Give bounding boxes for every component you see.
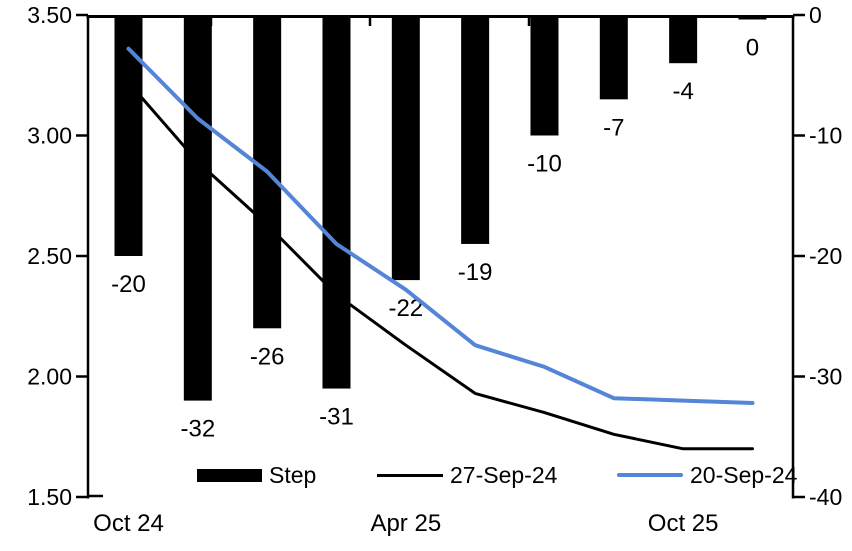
bar-value-label: 0 — [746, 35, 759, 62]
bar-step — [599, 15, 628, 100]
line-series-swatch-black — [377, 473, 443, 477]
left-axis-tick-label: 2.50 — [27, 243, 72, 269]
left-axis-tick-label: 2.00 — [27, 364, 72, 390]
legend-label-20-sep-24: 20-Sep-24 — [690, 461, 798, 488]
bar-value-label: -32 — [180, 416, 215, 443]
left-axis-tick-label: 3.00 — [27, 123, 72, 149]
line-series-swatch-blue — [617, 473, 683, 477]
legend-label-step: Step — [269, 461, 317, 488]
right-axis-tick-label: -40 — [809, 484, 842, 510]
bar-value-label: -26 — [250, 343, 285, 370]
bar-value-label: -20 — [111, 271, 146, 298]
bar-value-label: -31 — [319, 404, 354, 431]
legend-item-27-sep-24: 27-Sep-24 — [377, 461, 557, 489]
bar-value-label: -4 — [672, 78, 693, 105]
bar-value-label: -7 — [603, 114, 624, 141]
bar-step — [461, 15, 490, 244]
x-axis-label-oct-24: Oct 24 — [93, 510, 164, 537]
line-20-sep-24 — [126, 46, 755, 405]
x-axis-label-oct-25: Oct 25 — [647, 510, 719, 537]
x-axis-label-apr-25: Apr 25 — [370, 510, 442, 537]
right-axis-tick-label: -20 — [809, 243, 842, 269]
right-axis-tick-label: -30 — [809, 364, 842, 390]
left-axis-tick-label: 1.50 — [27, 484, 72, 510]
line-27-sep-24 — [127, 81, 754, 451]
bar-step — [391, 15, 420, 281]
bar-step — [669, 15, 698, 64]
bar-series-swatch — [197, 468, 262, 482]
bar-step — [183, 15, 212, 401]
bar-value-label: -10 — [527, 151, 562, 178]
bar-step — [530, 15, 559, 136]
left-axis-tick-label: 3.50 — [27, 2, 72, 28]
bar-value-label: -19 — [458, 259, 493, 286]
legend-item-20-sep-24: 20-Sep-24 — [617, 461, 797, 489]
right-axis-tick-label: -10 — [809, 123, 842, 149]
legend-item-step: Step — [197, 461, 316, 489]
legend-label-27-sep-24: 27-Sep-24 — [450, 461, 558, 488]
bar-step — [114, 15, 143, 256]
right-axis-tick-label: 0 — [809, 2, 822, 28]
bar-step — [322, 15, 351, 389]
